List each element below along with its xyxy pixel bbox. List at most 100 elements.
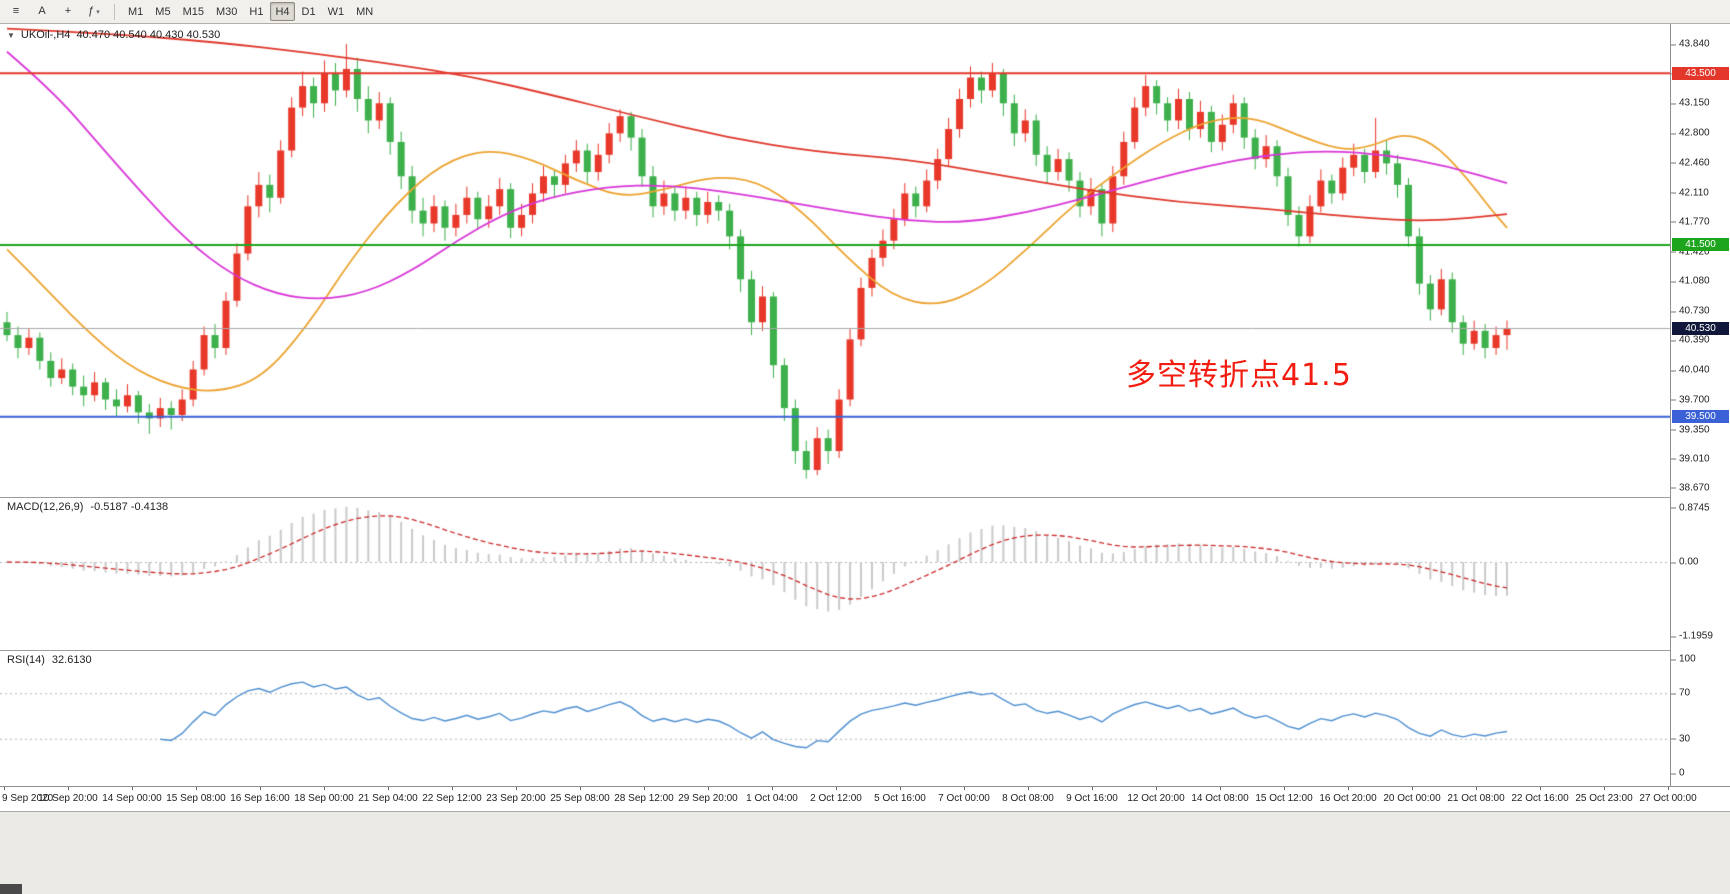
macd-axis-label: 0.00 — [1670, 556, 1699, 568]
toolbar-icon-group: ≡ A + ƒ ▾ — [4, 2, 106, 21]
hline-price-tag: 43.500 — [1672, 66, 1729, 80]
collapse-arrow-icon[interactable]: ▼ — [7, 30, 15, 40]
time-axis-tick — [196, 787, 197, 790]
time-axis-tick — [1284, 787, 1285, 790]
chart-list-icon: ≡ — [12, 5, 20, 17]
time-axis-tick — [1540, 787, 1541, 790]
time-axis-label: 14 Sep 00:00 — [102, 793, 162, 804]
crosshair-icon: + — [64, 5, 72, 17]
time-axis-label: 15 Sep 08:00 — [166, 793, 226, 804]
hline-price-tag: 40.530 — [1672, 321, 1729, 335]
time-axis-label: 1 Oct 04:00 — [746, 793, 798, 804]
price-axis[interactable]: 43.840 43.500 43.150 42.800 42.460 42.110 41.7… — [1670, 24, 1730, 786]
price-axis-label: 39.010 — [1671, 453, 1710, 465]
time-axis-tick — [260, 787, 261, 790]
timeframe-h4-button[interactable]: H4 — [270, 2, 295, 21]
timeframe-mn-button[interactable]: MN — [351, 2, 378, 21]
timeframe-m30-button[interactable]: M30 — [211, 2, 242, 21]
time-axis-label: 25 Sep 08:00 — [550, 793, 610, 804]
rsi-axis-label: 0 — [1671, 767, 1685, 779]
time-axis-label: 14 Oct 08:00 — [1191, 793, 1249, 804]
price-axis-label: 40.040 — [1671, 364, 1710, 376]
price-axis-label: 43.150 — [1671, 97, 1710, 109]
text-tool-button[interactable]: A — [30, 2, 54, 21]
time-axis-tick — [1156, 787, 1157, 790]
macd-values: -0.5187 -0.4138 — [90, 501, 169, 513]
time-axis-label: 10 Sep 20:00 — [38, 793, 98, 804]
time-axis-tick — [900, 787, 901, 790]
time-axis-label: 16 Sep 16:00 — [230, 793, 290, 804]
price-axis-label: 43.840 — [1671, 38, 1710, 50]
time-axis-tick — [580, 787, 581, 790]
time-axis-label: 22 Oct 16:00 — [1511, 793, 1569, 804]
time-axis-label: 21 Oct 08:00 — [1447, 793, 1505, 804]
rsi-label: RSI(14) 32.6130 — [7, 654, 92, 666]
price-axis-label: 40.390 — [1671, 334, 1710, 346]
timeframe-m5-button[interactable]: M5 — [150, 2, 175, 21]
time-axis-tick — [4, 787, 5, 790]
rsi-value: 32.6130 — [51, 654, 92, 666]
rsi-axis-label: 30 — [1670, 733, 1691, 745]
time-axis-tick — [1668, 787, 1669, 790]
macd-axis-label: -1.1959 — [1671, 630, 1713, 642]
time-axis-label: 21 Sep 04:00 — [358, 793, 418, 804]
toolbar-separator — [114, 3, 115, 20]
chart-plot-canvas[interactable] — [0, 24, 1670, 786]
hline-price-tag: 41.500 — [1672, 238, 1729, 252]
time-axis-tick — [1028, 787, 1029, 790]
time-axis-tick — [1412, 787, 1413, 790]
crosshair-button[interactable]: + — [56, 2, 80, 21]
macd-axis-label: 0.8745 — [1671, 502, 1710, 514]
time-axis-label: 7 Oct 00:00 — [938, 793, 990, 804]
symbol-period-label: UKOil-,H4 — [20, 29, 71, 41]
time-axis-label: 20 Oct 00:00 — [1383, 793, 1441, 804]
time-axis-label: 5 Oct 16:00 — [874, 793, 926, 804]
price-axis-label: 42.800 — [1671, 127, 1710, 139]
price-axis-label: 39.700 — [1671, 394, 1710, 406]
price-axis-label: 41.080 — [1671, 275, 1710, 287]
time-axis-tick — [836, 787, 837, 790]
timeframe-d1-button[interactable]: D1 — [297, 2, 321, 21]
timeframe-group: M1 M5 M15 M30 H1 H4 D1 W1 MN — [123, 2, 378, 21]
time-axis-label: 16 Oct 20:00 — [1319, 793, 1377, 804]
macd-label: MACD(12,26,9) -0.5187 -0.4138 — [7, 501, 168, 513]
time-axis-tick — [1604, 787, 1605, 790]
indicators-button[interactable]: ƒ ▾ — [82, 2, 106, 21]
ohlc-readout: 40.470 40.540 40.430 40.530 — [76, 29, 221, 41]
time-axis-tick — [644, 787, 645, 790]
time-axis-label: 22 Sep 12:00 — [422, 793, 482, 804]
time-axis-label: 25 Oct 23:00 — [1575, 793, 1633, 804]
top-toolbar: ≡ A + ƒ ▾ M1 M5 M15 M30 H1 H4 D1 W1 MN — [0, 0, 1730, 24]
bottom-empty-area — [0, 812, 1730, 894]
time-axis-label: 23 Sep 20:00 — [486, 793, 546, 804]
indicators-icon: ƒ — [88, 5, 95, 17]
price-axis-label: 42.110 — [1671, 187, 1709, 199]
time-axis-label: 9 Oct 16:00 — [1066, 793, 1118, 804]
time-axis-label: 2 Oct 12:00 — [810, 793, 862, 804]
macd-name: MACD(12,26,9) — [7, 501, 84, 513]
price-axis-label: 41.770 — [1671, 216, 1710, 228]
timeframe-m15-button[interactable]: M15 — [178, 2, 209, 21]
time-axis-tick — [964, 787, 965, 790]
time-axis-tick — [452, 787, 453, 790]
timeframe-w1-button[interactable]: W1 — [323, 2, 350, 21]
window-fragment — [0, 884, 22, 894]
timeframe-m1-button[interactable]: M1 — [123, 2, 148, 21]
hline-price-tag: 39.500 — [1672, 410, 1729, 424]
chart-annotation[interactable]: 多空转折点41.5 — [1126, 358, 1352, 393]
rsi-name: RSI(14) — [7, 654, 45, 666]
price-axis-label: 40.730 — [1671, 305, 1710, 317]
time-axis-tick — [132, 787, 133, 790]
panel-separator — [0, 650, 1730, 651]
time-axis-tick — [68, 787, 69, 790]
time-axis[interactable]: 9 Sep 2020 10 Sep 20:00 14 Sep 00:00 15 Sep… — [0, 786, 1730, 812]
price-axis-label: 38.670 — [1671, 482, 1710, 494]
time-axis-label: 9 Sep 2020 — [2, 793, 54, 804]
timeframe-h1-button[interactable]: H1 — [244, 2, 268, 21]
time-axis-label: 29 Sep 20:00 — [678, 793, 738, 804]
rsi-axis-label: 70 — [1670, 687, 1691, 699]
chart-list-button[interactable]: ≡ — [4, 2, 28, 21]
dropdown-arrow-icon: ▾ — [96, 8, 100, 16]
price-axis-label: 39.350 — [1671, 424, 1710, 436]
